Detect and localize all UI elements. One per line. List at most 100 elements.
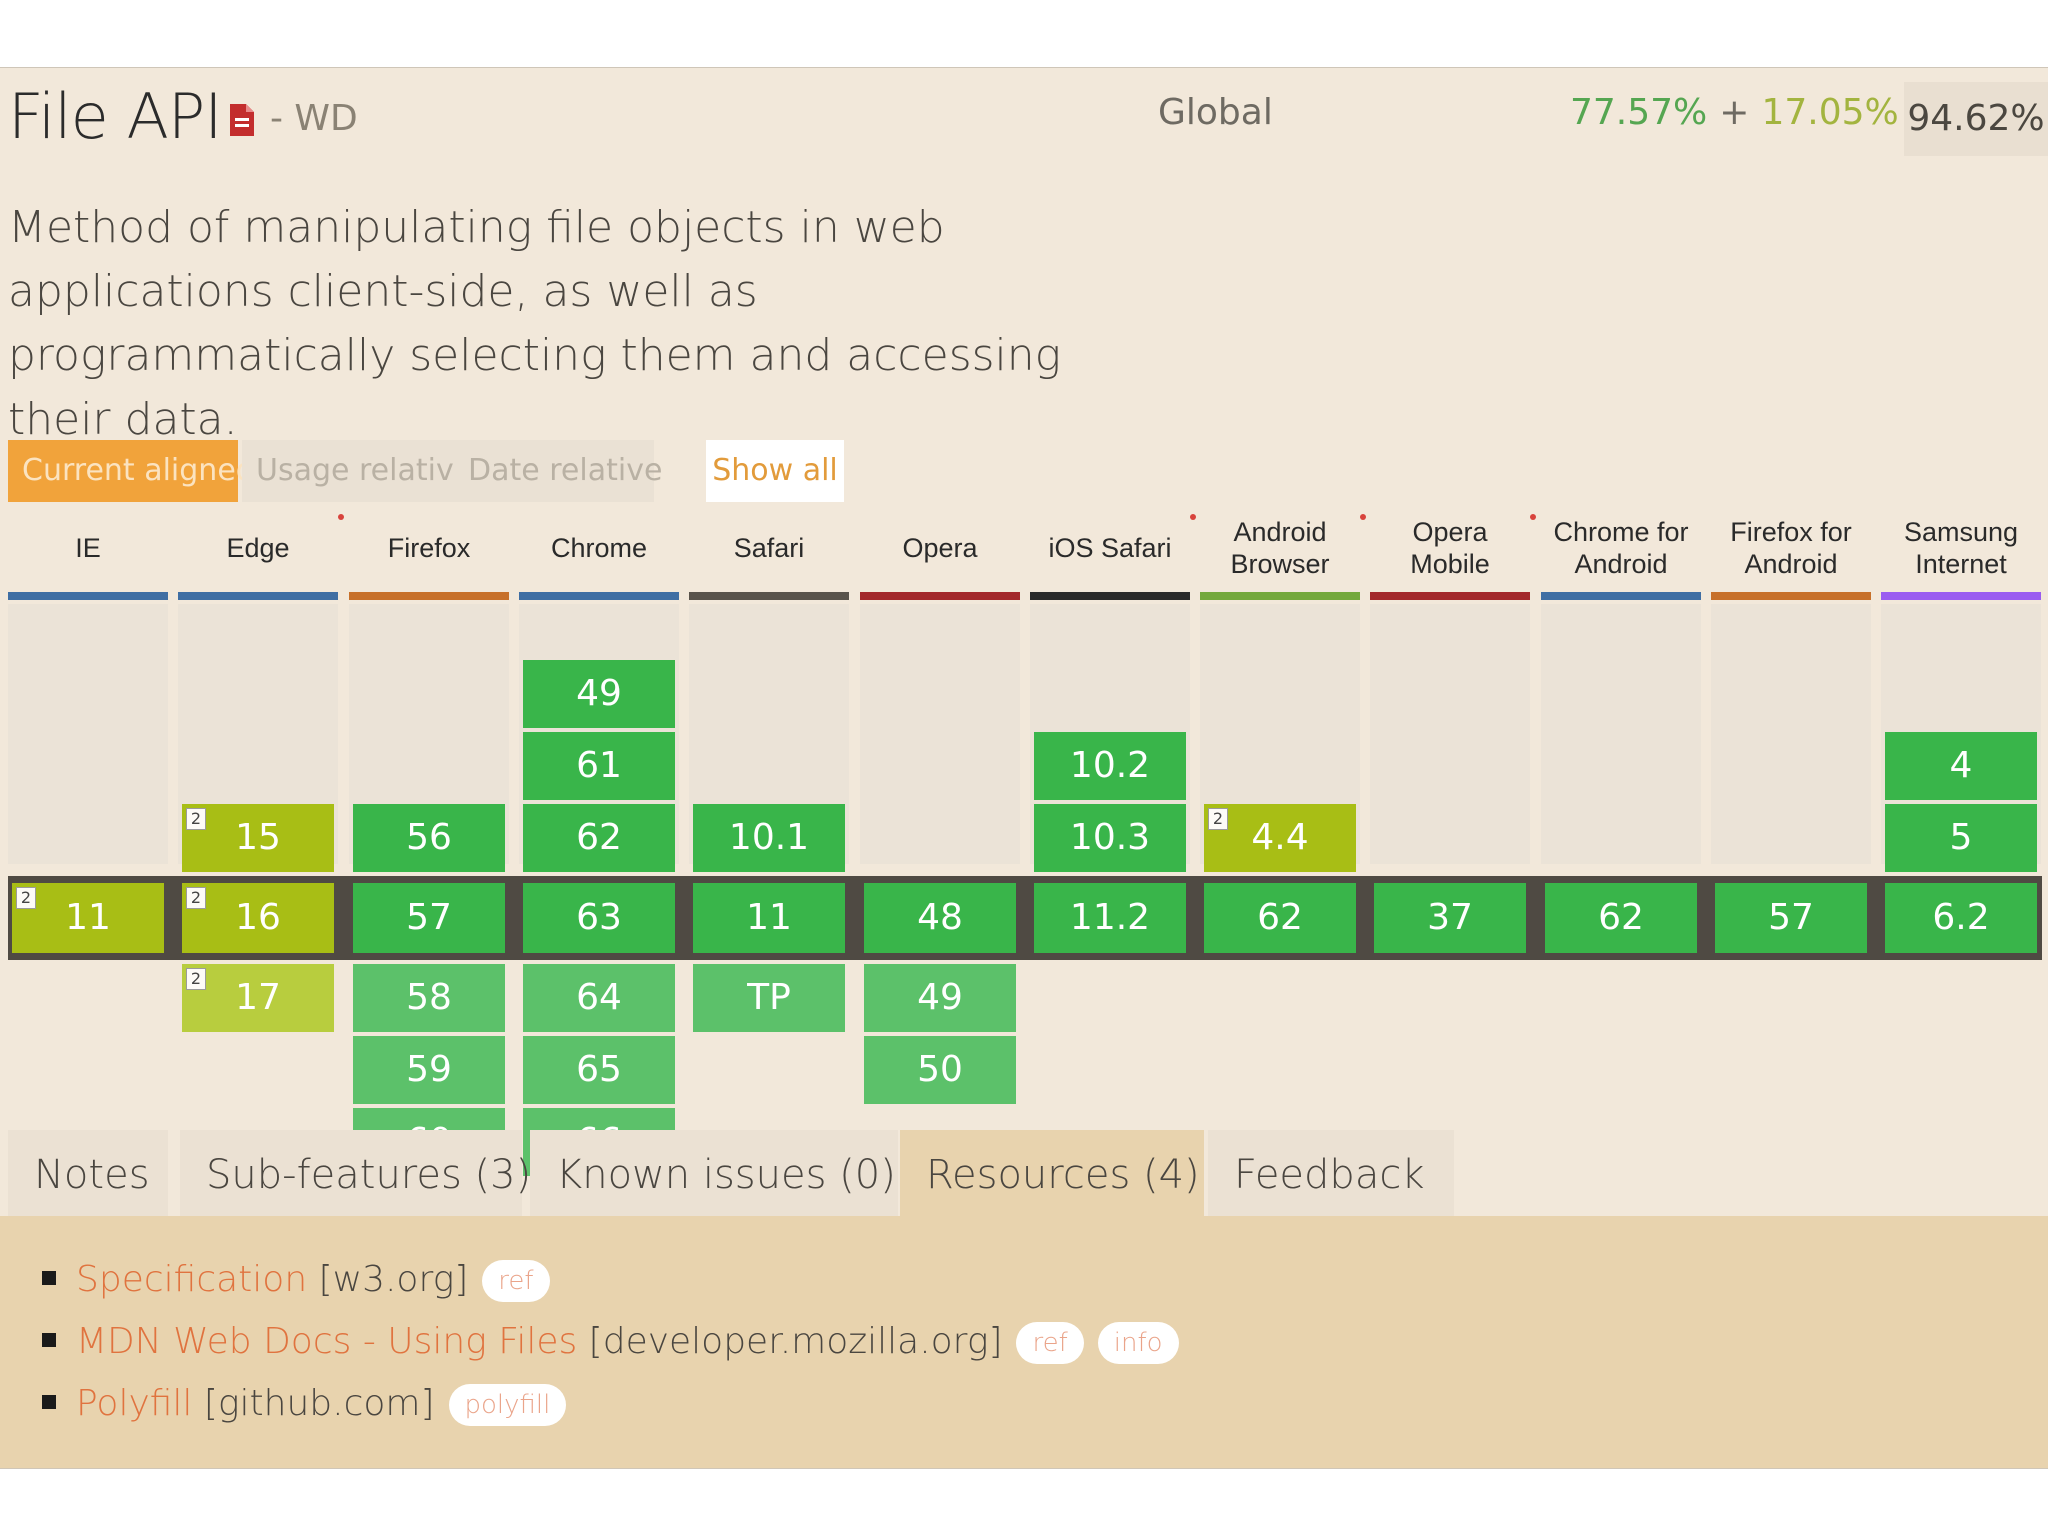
browser-color-bar — [349, 592, 509, 600]
resource-tag-ref[interactable]: ref — [1016, 1322, 1084, 1364]
version-cell-chrome[interactable]: 61 — [523, 732, 675, 800]
browser-color-bar — [1370, 592, 1530, 600]
version-cell-safari[interactable]: TP — [693, 964, 845, 1032]
version-label: 16 — [235, 897, 281, 938]
version-label: 57 — [406, 897, 452, 938]
version-cell-edge[interactable]: 15 2 — [182, 804, 334, 872]
resources-panel: Specification [w3.org] ref MDN Web Docs - … — [0, 1216, 2048, 1468]
usage-breakdown: 77.57%+17.05%= — [1570, 92, 1953, 133]
browser-name-opera-mobile[interactable]: Opera Mobile — [1410, 517, 1490, 579]
version-cell-chrome[interactable]: 62 — [523, 804, 675, 872]
version-cell-samsung-internet[interactable]: 6.2 — [1885, 883, 2037, 953]
show-all-button[interactable]: Show all — [706, 440, 844, 502]
prefix-marker-icon — [1190, 514, 1196, 520]
version-cell-firefox-for-android[interactable]: 57 — [1715, 883, 1867, 953]
total-support-percent: 94.62% — [1904, 82, 2048, 156]
version-cell-firefox[interactable]: 58 — [353, 964, 505, 1032]
version-cell-chrome[interactable]: 64 — [523, 964, 675, 1032]
resource-tag-info[interactable]: info — [1097, 1322, 1179, 1364]
bullet-icon — [42, 1333, 56, 1347]
browser-name-opera[interactable]: Opera — [902, 533, 978, 563]
version-label: 15 — [235, 817, 281, 858]
version-cell-edge[interactable]: 17 2 — [182, 964, 334, 1032]
browser-color-bar — [1200, 592, 1360, 600]
tab-known-issues[interactable]: Known issues (0) — [530, 1130, 898, 1220]
note-number-badge[interactable]: 2 — [16, 887, 36, 909]
browser-name-ios-safari[interactable]: iOS Safari — [1048, 533, 1172, 563]
tab-resources[interactable]: Resources (4) — [900, 1130, 1204, 1220]
version-cell-ie[interactable]: 11 2 — [12, 883, 164, 953]
resource-tag-polyfill[interactable]: polyfill — [448, 1384, 567, 1426]
browser-name-edge[interactable]: Edge — [226, 533, 290, 563]
version-cell-opera[interactable]: 49 — [864, 964, 1016, 1032]
feature-page: File API - WD Global 77.57%+17.05%= 94.6… — [0, 67, 2048, 1469]
browser-color-bar — [1030, 592, 1190, 600]
note-number-badge[interactable]: 2 — [186, 968, 206, 990]
resource-link[interactable]: MDN Web Docs - Using Files — [76, 1321, 578, 1362]
browser-name-android-browser[interactable]: Android Browser — [1230, 517, 1330, 579]
version-cell-samsung-internet[interactable]: 4 — [1885, 732, 2037, 800]
note-number-badge[interactable]: 2 — [186, 808, 206, 830]
browser-column-firefox-for-android — [1711, 604, 1871, 864]
tab-date-relative[interactable]: Date relative — [454, 440, 662, 502]
browser-name-samsung-internet[interactable]: Samsung Internet — [1903, 517, 2019, 579]
resource-tag-ref[interactable]: ref — [482, 1260, 550, 1302]
prefix-marker-icon — [1360, 514, 1366, 520]
tab-notes[interactable]: Notes — [8, 1130, 168, 1220]
version-cell-chrome[interactable]: 65 — [523, 1036, 675, 1104]
usage-region[interactable]: Global — [1158, 92, 1273, 133]
plus-sign: + — [1719, 92, 1750, 133]
note-number-badge[interactable]: 2 — [186, 887, 206, 909]
browser-name-firefox-for-android[interactable]: Firefox for Android — [1730, 517, 1852, 579]
version-label: 10.1 — [728, 817, 810, 858]
browser-color-bar — [1541, 592, 1701, 600]
tab-sub-features[interactable]: Sub-features (3) — [180, 1130, 531, 1220]
version-label: 10.3 — [1069, 817, 1151, 858]
version-label: 4 — [1949, 745, 1973, 786]
version-cell-chrome-for-android[interactable]: 62 — [1545, 883, 1697, 953]
version-cell-android-browser[interactable]: 4.4 2 — [1204, 804, 1356, 872]
spec-status: - WD — [270, 98, 358, 139]
version-label: 37 — [1427, 897, 1473, 938]
browser-color-bar — [178, 592, 338, 600]
version-cell-chrome[interactable]: 49 — [523, 660, 675, 728]
version-label: 61 — [576, 745, 622, 786]
browser-name-chrome[interactable]: Chrome — [550, 533, 648, 563]
version-label: 5 — [1949, 817, 1973, 858]
feature-title: File API — [8, 80, 223, 153]
version-cell-samsung-internet[interactable]: 5 — [1885, 804, 2037, 872]
version-cell-ios-safari[interactable]: 10.3 — [1034, 804, 1186, 872]
version-cell-chrome[interactable]: 63 — [523, 883, 675, 953]
feature-header: File API - WD Global 77.57%+17.05%= 94.6… — [0, 68, 2048, 178]
browser-color-bar — [1711, 592, 1871, 600]
version-cell-firefox[interactable]: 59 — [353, 1036, 505, 1104]
tab-current-aligned[interactable]: Current aligned — [8, 440, 255, 502]
tab-feedback[interactable]: Feedback — [1208, 1130, 1454, 1220]
browser-name-ie[interactable]: IE — [75, 533, 101, 563]
version-cell-safari[interactable]: 10.1 — [693, 804, 845, 872]
resource-link[interactable]: Polyfill — [76, 1383, 193, 1424]
version-label: 65 — [576, 1049, 622, 1090]
version-cell-edge[interactable]: 16 2 — [182, 883, 334, 953]
browser-name-safari[interactable]: Safari — [733, 533, 805, 563]
version-cell-firefox[interactable]: 57 — [353, 883, 505, 953]
browser-name-chrome-for-android[interactable]: Chrome for Android — [1553, 517, 1689, 579]
browser-column-opera-mobile — [1370, 604, 1530, 864]
version-label: 56 — [406, 817, 452, 858]
version-cell-android-browser[interactable]: 62 — [1204, 883, 1356, 953]
version-cell-ios-safari[interactable]: 10.2 — [1034, 732, 1186, 800]
version-cell-ios-safari[interactable]: 11.2 — [1034, 883, 1186, 953]
tab-usage-relative[interactable]: Usage relative — [242, 440, 472, 502]
document-icon[interactable] — [228, 102, 256, 138]
version-cell-opera-mobile[interactable]: 37 — [1374, 883, 1526, 953]
version-cell-firefox[interactable]: 56 — [353, 804, 505, 872]
note-number-badge[interactable]: 2 — [1208, 808, 1228, 830]
browser-name-firefox[interactable]: Firefox — [387, 533, 471, 563]
version-cell-safari[interactable]: 11 — [693, 883, 845, 953]
version-cell-opera[interactable]: 48 — [864, 883, 1016, 953]
resource-source: [w3.org] — [307, 1259, 469, 1300]
resource-link[interactable]: Specification — [76, 1259, 308, 1300]
version-label: 49 — [576, 673, 622, 714]
version-label: 6.2 — [1932, 897, 1990, 938]
version-cell-opera[interactable]: 50 — [864, 1036, 1016, 1104]
